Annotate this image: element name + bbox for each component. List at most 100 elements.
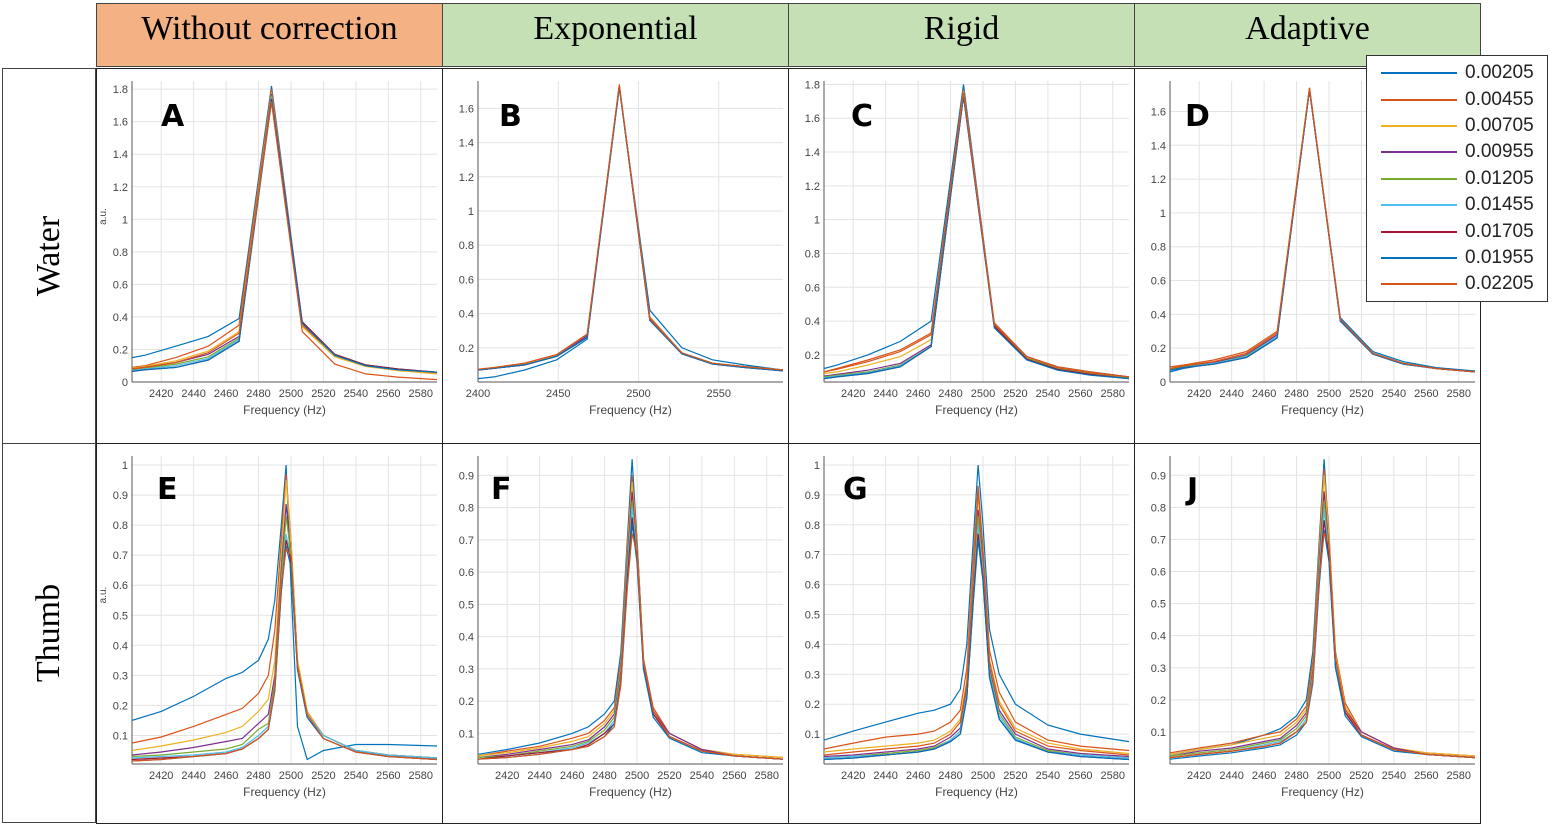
series-line-0.01455 [132,97,437,373]
y-tick-label: 0.5 [805,609,820,621]
y-tick-label: 0.6 [113,580,128,592]
x-tick-label: 2580 [409,388,433,400]
x-tick-label: 2440 [1219,388,1243,400]
series-line-0.00455 [132,473,437,759]
series-line-0.00705 [478,86,783,371]
x-tick-label: 2440 [181,770,205,782]
y-tick-label: 1 [122,214,128,226]
row-label-water: Water [2,68,96,444]
legend-line-swatch [1381,124,1457,127]
x-tick-label: 2580 [1101,770,1125,782]
x-tick-label: 2540 [690,770,714,782]
series-line-0.01705 [132,98,437,373]
x-tick-label: 2480 [1284,388,1308,400]
y-tick-label: 0.2 [805,699,820,711]
y-tick-label: 0.5 [113,610,128,622]
y-tick-label: 1 [1160,208,1166,220]
x-tick-label: 2520 [1349,770,1373,782]
series-line-0.01705 [1170,520,1475,759]
x-tick-label: 2560 [376,388,400,400]
y-tick-label: 0.4 [805,316,820,328]
x-tick-label: 2580 [409,770,433,782]
header-exponential: Exponential [442,3,789,67]
panel-letter: E [157,472,178,507]
legend-line-swatch [1381,230,1457,233]
y-tick-label: 1.6 [113,117,128,129]
y-tick-label: 0.9 [113,490,128,502]
y-tick-label: 1 [814,460,820,472]
legend-item: 0.01455 [1367,192,1547,218]
y-tick-label: 1.6 [459,103,474,115]
series-line-0.00955 [478,86,783,371]
panel-letter: F [491,472,512,507]
y-tick-label: 0.4 [1151,631,1166,643]
x-tick-label: 2450 [546,388,570,400]
series-line-0.01955 [132,100,437,373]
chart-A: 2420 2440 2460 2480 2500 2520 2540 2560 2580 0 0.2… [98,81,437,417]
series-line-0.02205 [132,102,437,381]
x-tick-label: 2580 [1447,770,1471,782]
x-tick-label: 2460 [214,388,238,400]
y-tick-label: 0 [1160,377,1166,389]
y-tick-label: 0.7 [805,550,820,562]
y-tick-label: 1.4 [459,138,474,150]
x-tick-label: 2420 [1187,388,1211,400]
y-tick-label: 0.8 [805,520,820,532]
header-label: Without correction [141,10,398,47]
series-line-0.00705 [132,92,437,375]
panel-letter: J [1187,472,1199,507]
legend-label: 0.01705 [1465,220,1534,242]
y-tick-label: 0.8 [1151,242,1166,254]
legend-item: 0.00705 [1367,113,1547,139]
series-line-0.01955 [478,86,783,372]
x-axis-label: Frequency (Hz) [589,785,672,799]
series-line-0.01205 [824,94,1129,379]
x-tick-label: 2540 [1036,388,1060,400]
chart-J: 2420 2440 2460 2480 2500 2520 2540 2560 2580 0.1 0… [1151,456,1475,799]
x-tick-label: 2420 [495,770,519,782]
x-tick-label: 2500 [971,388,995,400]
y-axis-label: a.u. [98,587,109,604]
y-tick-label: 0.8 [113,520,128,532]
legend-item: 0.00455 [1367,86,1547,112]
x-tick-label: 2480 [1284,770,1308,782]
legend-item: 0.02205 [1367,271,1547,297]
y-axis-label: a.u. [98,208,109,225]
header-label: Rigid [923,10,1000,47]
y-tick-label: 0.3 [805,669,820,681]
chart-G: 2420 2440 2460 2480 2500 2520 2540 2560 2580 0.1 0… [805,456,1129,799]
x-tick-label: 2420 [1187,770,1211,782]
x-tick-label: 2500 [625,770,649,782]
y-tick-label: 0.2 [459,696,474,708]
series-line-0.00205 [132,464,437,761]
y-tick-label: 1.6 [805,113,820,125]
y-tick-label: 0.1 [805,729,820,741]
panel-letter: A [161,99,185,134]
series-line-0.01455 [824,94,1129,380]
x-axis-label: Frequency (Hz) [935,785,1018,799]
row-label-text: Thumb [30,583,67,683]
y-tick-label: 1.6 [1151,106,1166,118]
y-tick-label: 1.4 [113,149,128,161]
series-line-0.01205 [478,86,783,371]
x-tick-label: 2480 [938,388,962,400]
y-tick-label: 0.9 [459,470,474,482]
x-axis-label: Frequency (Hz) [935,403,1018,417]
legend-item: 0.00205 [1367,60,1547,86]
y-tick-label: 0.1 [113,730,128,742]
y-tick-label: 0.5 [1151,599,1166,611]
header-label: Adaptive [1245,10,1370,47]
legend-item: 0.00955 [1367,139,1547,165]
legend-label: 0.01455 [1465,194,1534,216]
legend-line-swatch [1381,283,1457,286]
series-line-0.00455 [824,89,1129,378]
y-tick-label: 0.7 [113,550,128,562]
chart-F: 2420 2440 2460 2480 2500 2520 2540 2560 2580 0.1 0… [459,456,783,799]
panel-G: 2420 2440 2460 2480 2500 2520 2540 2560 2580 0.1 0… [788,443,1135,824]
y-tick-label: 0.4 [805,639,820,651]
legend-item: 0.01205 [1367,166,1547,192]
y-tick-label: 0.6 [1151,276,1166,288]
x-axis-label: Frequency (Hz) [589,403,672,417]
x-tick-label: 2540 [1036,770,1060,782]
